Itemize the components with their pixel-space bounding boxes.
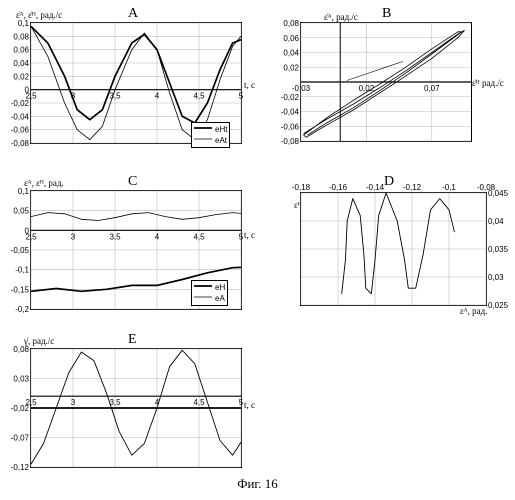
svg-text:-0,16: -0,16 [329,183,348,192]
svg-text:3,5: 3,5 [109,92,121,101]
svg-text:0,05: 0,05 [13,207,29,216]
svg-text:0,045: 0,045 [488,189,509,198]
svg-text:0,06: 0,06 [283,34,299,43]
chart-e: 2,533,544,55-0,12-0,07-0,020,030,08 [30,348,242,468]
svg-text:-0,06: -0,06 [281,122,300,131]
panel-e-label: E [128,332,137,348]
svg-text:-0,05: -0,05 [11,246,30,255]
svg-text:-0,12: -0,12 [11,463,30,472]
svg-text:0: 0 [25,86,30,95]
panel-b-xlabel: ε̇ᴴ рад./с [472,78,504,88]
svg-text:-0,18: -0,18 [292,183,311,192]
svg-text:-0,08: -0,08 [11,139,30,148]
svg-text:5: 5 [239,232,244,241]
svg-text:0,08: 0,08 [283,19,299,28]
svg-text:0,035: 0,035 [488,245,509,254]
svg-text:0,03: 0,03 [13,375,29,384]
panel-c-xlabel: t, с [244,230,255,240]
svg-text:0,02: 0,02 [283,63,299,72]
svg-text:4,5: 4,5 [193,232,205,241]
panel-a-xlabel: t, с [244,80,255,90]
svg-text:3: 3 [71,232,76,241]
svg-text:4: 4 [155,232,160,241]
svg-text:-0,12: -0,12 [403,183,422,192]
svg-text:0,04: 0,04 [13,59,29,68]
svg-text:-0,04: -0,04 [11,112,30,121]
svg-text:0,02: 0,02 [13,72,29,81]
panel-d-label: D [384,174,394,190]
panel-b-ylabel: ε̇ᴬ, рад./с [324,12,358,22]
svg-text:0,08: 0,08 [13,345,29,354]
chart-d: -0,18-0,16-0,14-0,12-0,1-0,080,0250,030,… [300,192,487,306]
svg-text:-0,1: -0,1 [442,183,456,192]
svg-text:0,02: 0,02 [359,84,375,93]
svg-text:0,025: 0,025 [488,301,509,310]
legend-a: eHteAt [191,122,230,148]
svg-text:0,1: 0,1 [18,19,30,28]
chart-b: -0,030,020,07-0,08-0,06-0,04-0,020,020,0… [300,22,472,142]
svg-text:0,04: 0,04 [283,49,299,58]
panel-d-ylabel-br: εᴬ, рад. [460,306,487,316]
svg-text:-0,02: -0,02 [11,99,30,108]
svg-text:-0,06: -0,06 [11,126,30,135]
svg-text:4,5: 4,5 [193,398,205,407]
svg-text:3: 3 [71,92,76,101]
svg-text:-0,04: -0,04 [281,108,300,117]
svg-text:-0,1: -0,1 [15,266,29,275]
svg-text:-0,08: -0,08 [281,137,300,146]
svg-text:4: 4 [155,398,160,407]
svg-text:5: 5 [239,398,244,407]
svg-text:0: 0 [25,226,30,235]
panel-c-label: C [128,174,137,190]
figure-caption: Фиг. 16 [0,476,515,492]
svg-text:0,06: 0,06 [13,46,29,55]
svg-text:0,07: 0,07 [424,84,440,93]
svg-text:3: 3 [71,398,76,407]
panel-b-label: B [382,6,391,22]
svg-text:-0,07: -0,07 [11,434,30,443]
svg-text:-0,03: -0,03 [292,84,311,93]
panel-a-label: A [128,6,138,22]
legend-c: eHeA [191,280,228,306]
panel-c-ylabel: εᴬ, εᴴ, рад. [24,178,64,188]
svg-text:5: 5 [239,92,244,101]
svg-text:0,08: 0,08 [13,32,29,41]
svg-text:-0,15: -0,15 [11,285,30,294]
svg-text:-0,02: -0,02 [11,404,30,413]
svg-text:0,04: 0,04 [488,217,504,226]
svg-text:-0,2: -0,2 [15,305,29,314]
svg-text:0,03: 0,03 [488,273,504,282]
svg-text:3,5: 3,5 [109,232,121,241]
svg-text:4,5: 4,5 [193,92,205,101]
svg-text:0,1: 0,1 [18,187,30,196]
panel-e-xlabel: t, с [244,400,255,410]
svg-text:4: 4 [155,92,160,101]
svg-text:-0,14: -0,14 [366,183,385,192]
svg-text:-0,02: -0,02 [281,93,300,102]
svg-text:3,5: 3,5 [109,398,121,407]
